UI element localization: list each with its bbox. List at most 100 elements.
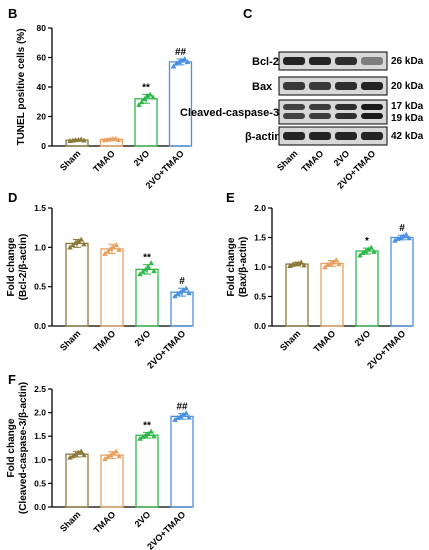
data-point [186,414,192,420]
data-point [365,246,372,252]
y-axis-label-line: Fold change [226,237,237,296]
data-point [180,412,187,418]
y-tick-label: 80 [37,23,47,33]
band [361,57,383,65]
y-tick-label: 40 [37,82,47,92]
data-point [175,290,181,296]
significance-label: ** [143,420,151,431]
data-point [105,454,111,460]
data-point [172,293,178,299]
panel-letter-f: F [8,372,16,387]
kda-cleaved-17: 17 kDa [391,101,424,112]
blot-row-beta-actin [278,126,388,146]
band [283,104,305,110]
panel-letter-b: B [8,6,18,21]
data-point [333,257,339,263]
data-point [357,252,363,258]
y-axis-label-line: (Bax/β-actin) [238,237,249,298]
data-point [70,453,76,459]
significance-label: ## [175,47,187,58]
data-point [75,449,82,455]
data-point [102,250,108,256]
data-point [81,137,87,143]
data-point [116,453,122,459]
blot-lane-label: 2VO [332,148,352,168]
data-point [179,57,185,63]
band [309,132,331,140]
blot-lane-label: TMAO [300,148,326,174]
data-point [170,63,177,69]
y-axis-label: TUNEL positive cells (%) [16,28,27,145]
y-axis-label-line: Fold change [6,237,17,296]
data-point [67,244,73,250]
data-point [81,241,87,247]
data-point [184,59,191,65]
data-point [141,96,148,101]
band [309,82,331,90]
significance-label: ## [176,402,188,413]
band [361,132,383,140]
data-point [336,261,342,267]
data-point [137,435,143,441]
data-point [172,416,178,422]
data-point [78,236,84,242]
panel-letter-d: D [8,190,18,205]
data-point [140,268,146,274]
y-tick-label: 1.5 [254,233,266,243]
data-point [403,231,409,237]
data-point [110,244,117,250]
band [361,113,383,119]
panel-letter-c: C [243,6,253,21]
kda-bcl2: 26 kDa [391,56,424,67]
data-point [137,271,143,277]
y-tick-label: 1.0 [254,262,266,272]
data-point [116,246,122,252]
data-point [140,433,146,439]
y-tick-label: 2.5 [34,384,46,394]
data-point [406,235,412,241]
kda-actin: 42 kDa [391,131,424,142]
data-point [142,266,149,272]
band [309,113,331,119]
data-point [145,264,152,270]
data-point [107,452,114,458]
blot-label-beta-actin: β-actin [245,131,282,143]
data-point [148,260,154,266]
data-point [81,452,87,458]
band [335,57,357,65]
data-point [180,287,187,293]
data-point [392,237,398,243]
y-axis-label-line: Fold change [6,418,17,477]
kda-bax: 20 kDa [391,81,424,92]
data-point [70,242,76,248]
blot-row-cleaved-caspase3 [278,99,388,125]
y-tick-label: 1.0 [34,455,46,465]
blot-label-bax: Bax [252,81,273,93]
y-tick-label: 0.5 [34,282,46,292]
data-point [72,451,79,457]
band [283,132,305,140]
y-tick-label: 1.5 [34,203,46,213]
significance-label: ** [142,82,150,93]
data-point [139,98,145,104]
significance-label: * [365,236,369,247]
band [335,132,357,140]
y-tick-label: 1.0 [34,242,46,252]
blot-lane-label: Sham [275,148,299,172]
y-tick-label: 1.5 [34,431,46,441]
band [309,104,331,110]
band [309,57,331,65]
significance-label: # [179,276,185,287]
y-tick-label: 2.0 [254,203,266,213]
data-point [186,290,192,296]
blot-row-bax [278,76,388,96]
y-tick-label: 0 [41,141,46,151]
band [283,57,305,65]
data-point [330,259,337,265]
y-tick-label: 0.0 [254,321,266,331]
data-point [301,262,307,268]
y-tick-label: 0.5 [34,478,46,488]
